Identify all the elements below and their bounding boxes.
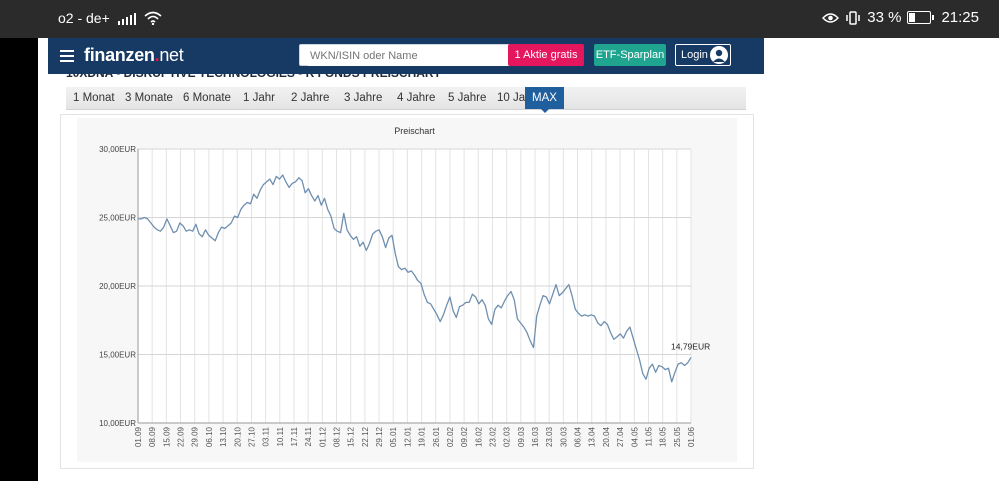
login-label: Login [681,49,708,61]
logo-suffix: net [159,45,184,65]
x-tick-label: 09.02 [460,426,469,447]
x-tick-label: 01.09 [134,426,143,447]
x-tick-label: 16.02 [474,426,483,447]
y-tick-label: 15,00EUR [99,351,136,360]
tab-1-jahr[interactable]: 1 Jahr [243,92,275,104]
status-left: o2 - de+ [58,10,162,26]
last-value-label: 14,79EUR [671,341,710,351]
x-tick-label: 13.04 [588,426,597,447]
site-logo[interactable]: finanzen.net [84,45,184,66]
x-tick-label: 16.03 [531,426,540,447]
x-tick-label: 01.06 [687,426,696,447]
status-right: 33 % 21:25 [822,9,979,26]
clock: 21:25 [941,9,979,26]
x-tick-label: 27.04 [616,426,625,447]
tab-4-jahre[interactable]: 4 Jahre [397,92,436,104]
tab-3-jahre[interactable]: 3 Jahre [344,92,383,104]
x-tick-label: 11.05 [644,426,653,446]
phone-status-bar: o2 - de+ 33 % 21:25 [0,0,999,38]
x-tick-label: 18.05 [659,426,668,447]
x-tick-label: 22.09 [177,426,186,447]
x-tick-label: 25.05 [673,426,682,447]
x-tick-label: 08.09 [148,426,157,447]
x-tick-label: 27.10 [247,426,256,447]
x-tick-label: 12.01 [403,426,412,447]
carrier-label: o2 - de+ [58,10,110,26]
y-tick-label: 20,00EUR [99,282,136,291]
x-tick-label: 15.09 [162,426,171,447]
x-tick-label: 24.11 [304,426,313,446]
price-chart-svg: Preischart 01.09 08.09 15.09 22.09 29.09 06.10… [99,126,710,447]
x-tick-label: 03.11 [262,426,271,446]
tab-3-monate[interactable]: 3 Monate [125,92,173,104]
x-tick-label: 22.12 [361,426,370,447]
tab-5-jahre[interactable]: 5 Jahre [448,92,487,104]
user-avatar-icon [710,46,728,64]
x-tick-label: 05.01 [389,426,398,447]
x-tick-label: 10.11 [276,426,285,446]
x-tick-label: 20.04 [602,426,611,447]
x-tick-label: 15.12 [347,426,356,447]
x-tick-label: 06.04 [574,426,583,447]
aktie-gratis-button[interactable]: 1 Aktie gratis [508,44,584,66]
x-tick-label: 30.03 [559,426,568,447]
etf-sparplan-button[interactable]: ETF-Sparplan [594,44,666,66]
price-chart: Preischart 01.09 08.09 15.09 22.09 29.09 06.10… [77,118,737,462]
x-tick-label: 29.12 [375,426,384,447]
login-button[interactable]: Login [675,44,731,66]
battery-percent: 33 % [867,9,902,26]
period-tabs: 1 Monat 3 Monate 6 Monate 1 Jahr 2 Jahre 3 Ja… [66,87,746,110]
y-tick-label: 25,00EUR [99,214,136,223]
x-tick-label: 02.03 [503,426,512,447]
x-tick-label: 04.05 [630,426,639,447]
menu-icon[interactable] [60,50,74,62]
tab-max[interactable]: MAX [525,87,564,109]
x-tick-label: 20.10 [233,426,242,447]
signal-icon [117,12,136,25]
logo-dot: . [154,45,160,65]
x-tick-label: 23.03 [545,426,554,447]
page-heading: 10XDNA - DISRUPTIVE TECHNOLOGIES - R FON… [66,74,441,80]
wifi-icon [144,11,162,25]
vibrate-icon [846,10,860,25]
tab-1-monat[interactable]: 1 Monat [73,92,115,104]
x-tick-label: 17.11 [290,426,299,446]
x-tick-label: 13.10 [219,426,228,447]
search-input[interactable] [308,46,512,66]
x-tick-label: 26.01 [432,426,441,447]
x-tick-label: 02.02 [446,426,455,447]
tab-6-monate[interactable]: 6 Monate [183,92,231,104]
x-tick-label: 01.12 [318,426,327,447]
x-tick-label: 29.09 [191,426,200,447]
site-navbar: finanzen.net 1 Aktie gratis ETF-Sparplan… [48,38,764,74]
eye-icon [822,12,840,23]
search-box [299,44,546,66]
logo-main: finanzen [84,45,155,65]
x-tick-label: 06.10 [205,426,214,447]
chart-title: Preischart [394,126,435,136]
active-tab-pointer [540,108,550,113]
price-line [138,174,692,383]
y-tick-label: 10,00EUR [99,419,136,428]
x-tick-label: 08.12 [333,426,342,447]
y-tick-label: 30,00EUR [99,145,136,154]
tab-2-jahre[interactable]: 2 Jahre [291,92,330,104]
x-tick-label: 09.03 [517,426,526,447]
x-tick-label: 19.01 [418,426,427,447]
battery-icon [907,11,935,24]
x-tick-label: 23.02 [488,426,497,447]
